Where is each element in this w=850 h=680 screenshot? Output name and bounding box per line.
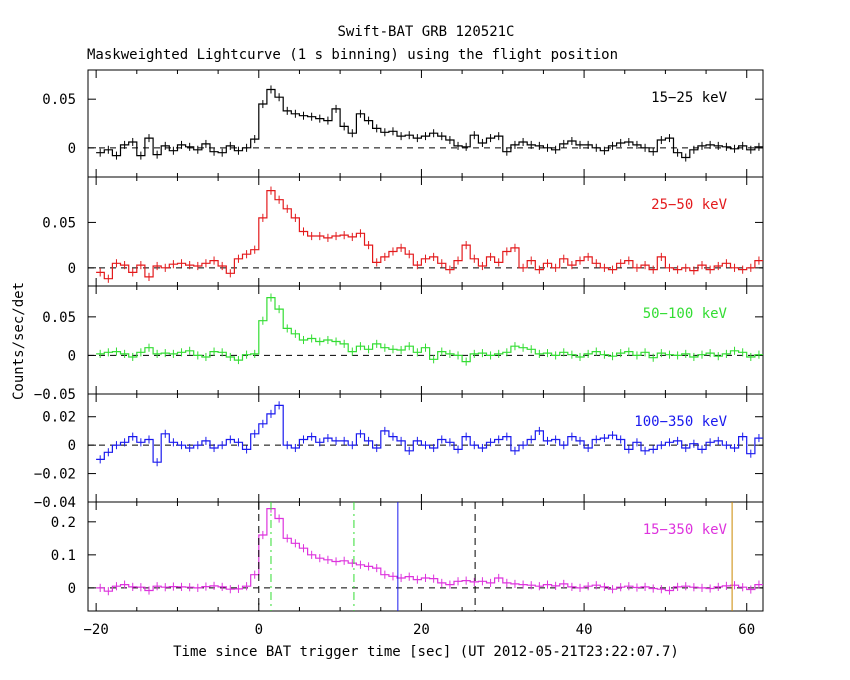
y-axis-label: Counts/sec/det (11, 282, 27, 400)
band-label: 25−50 keV (651, 197, 727, 213)
x-tick-label: 40 (576, 622, 593, 638)
x-tick-label: 60 (738, 622, 755, 638)
x-tick-label: −20 (83, 622, 108, 638)
y-tick-label: 0 (68, 438, 76, 454)
lightcurve-series (96, 190, 763, 280)
panel-100-350-kev: −0.04 −0.02 0 0.02 100−350 keV (34, 393, 764, 511)
y-tick-label: 0 (68, 348, 76, 364)
panel-50-100-kev: −0.05 0 0.05 50−100 keV (34, 285, 764, 403)
y-tick-label: 0 (68, 141, 76, 157)
panel-frame (87, 285, 764, 395)
trigger-markers-group (258, 502, 733, 611)
panel-25-50-kev: 0 0.05 25−50 keV (42, 176, 764, 287)
x-tick-label: 20 (413, 622, 430, 638)
panels-group: 0 0.05 15−25 keV 0 0.05 25−50 keV −0.05 0 0.05 50… (34, 69, 764, 612)
panel-15-350-kev: 0 0.1 0.2 15−350 keV (51, 501, 764, 612)
y-tick-label: −0.05 (34, 387, 76, 403)
panel-frame (87, 501, 764, 612)
x-tick-label: 0 (255, 622, 263, 638)
x-axis-label: Time since BAT trigger time [sec] (UT 20… (173, 644, 679, 660)
y-tick-label: 0.1 (51, 548, 76, 564)
y-tick-label: 0.2 (51, 515, 76, 531)
y-tick-label: −0.02 (34, 467, 76, 483)
x-tick-labels: −20 0 20 40 60 (83, 622, 755, 638)
lightcurve-series (96, 404, 763, 463)
y-tick-label: 0 (68, 261, 76, 277)
lightcurve-series (96, 508, 763, 592)
lightcurve-series (96, 297, 763, 363)
y-tick-label: 0.05 (42, 92, 76, 108)
chart-subtitle: Maskweighted Lightcurve (1 s binning) us… (87, 47, 618, 63)
panel-frame (87, 176, 764, 287)
panel-15-25-kev: 0 0.05 15−25 keV (42, 69, 764, 178)
chart-title: Swift-BAT GRB 120521C (337, 24, 514, 40)
band-label: 50−100 keV (643, 306, 728, 322)
lightcurve-series (96, 88, 763, 159)
y-tick-label: 0.02 (42, 410, 76, 426)
band-label: 15−350 keV (643, 522, 728, 538)
band-label: 15−25 keV (651, 90, 727, 106)
y-tick-label: 0.05 (42, 215, 76, 231)
y-tick-label: 0 (68, 581, 76, 597)
y-tick-label: −0.04 (34, 495, 76, 511)
panel-frame (87, 69, 764, 178)
y-tick-label: 0.05 (42, 310, 76, 326)
band-label: 100−350 keV (634, 414, 727, 430)
